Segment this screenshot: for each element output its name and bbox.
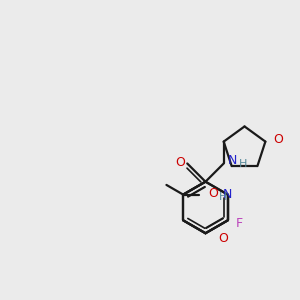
Text: H: H — [238, 160, 247, 170]
Text: N: N — [228, 154, 237, 167]
Text: O: O — [176, 156, 185, 169]
Text: O: O — [219, 232, 229, 245]
Text: F: F — [236, 217, 243, 230]
Text: H: H — [219, 192, 227, 202]
Text: N: N — [223, 188, 232, 201]
Text: O: O — [208, 187, 218, 200]
Text: O: O — [273, 133, 283, 146]
